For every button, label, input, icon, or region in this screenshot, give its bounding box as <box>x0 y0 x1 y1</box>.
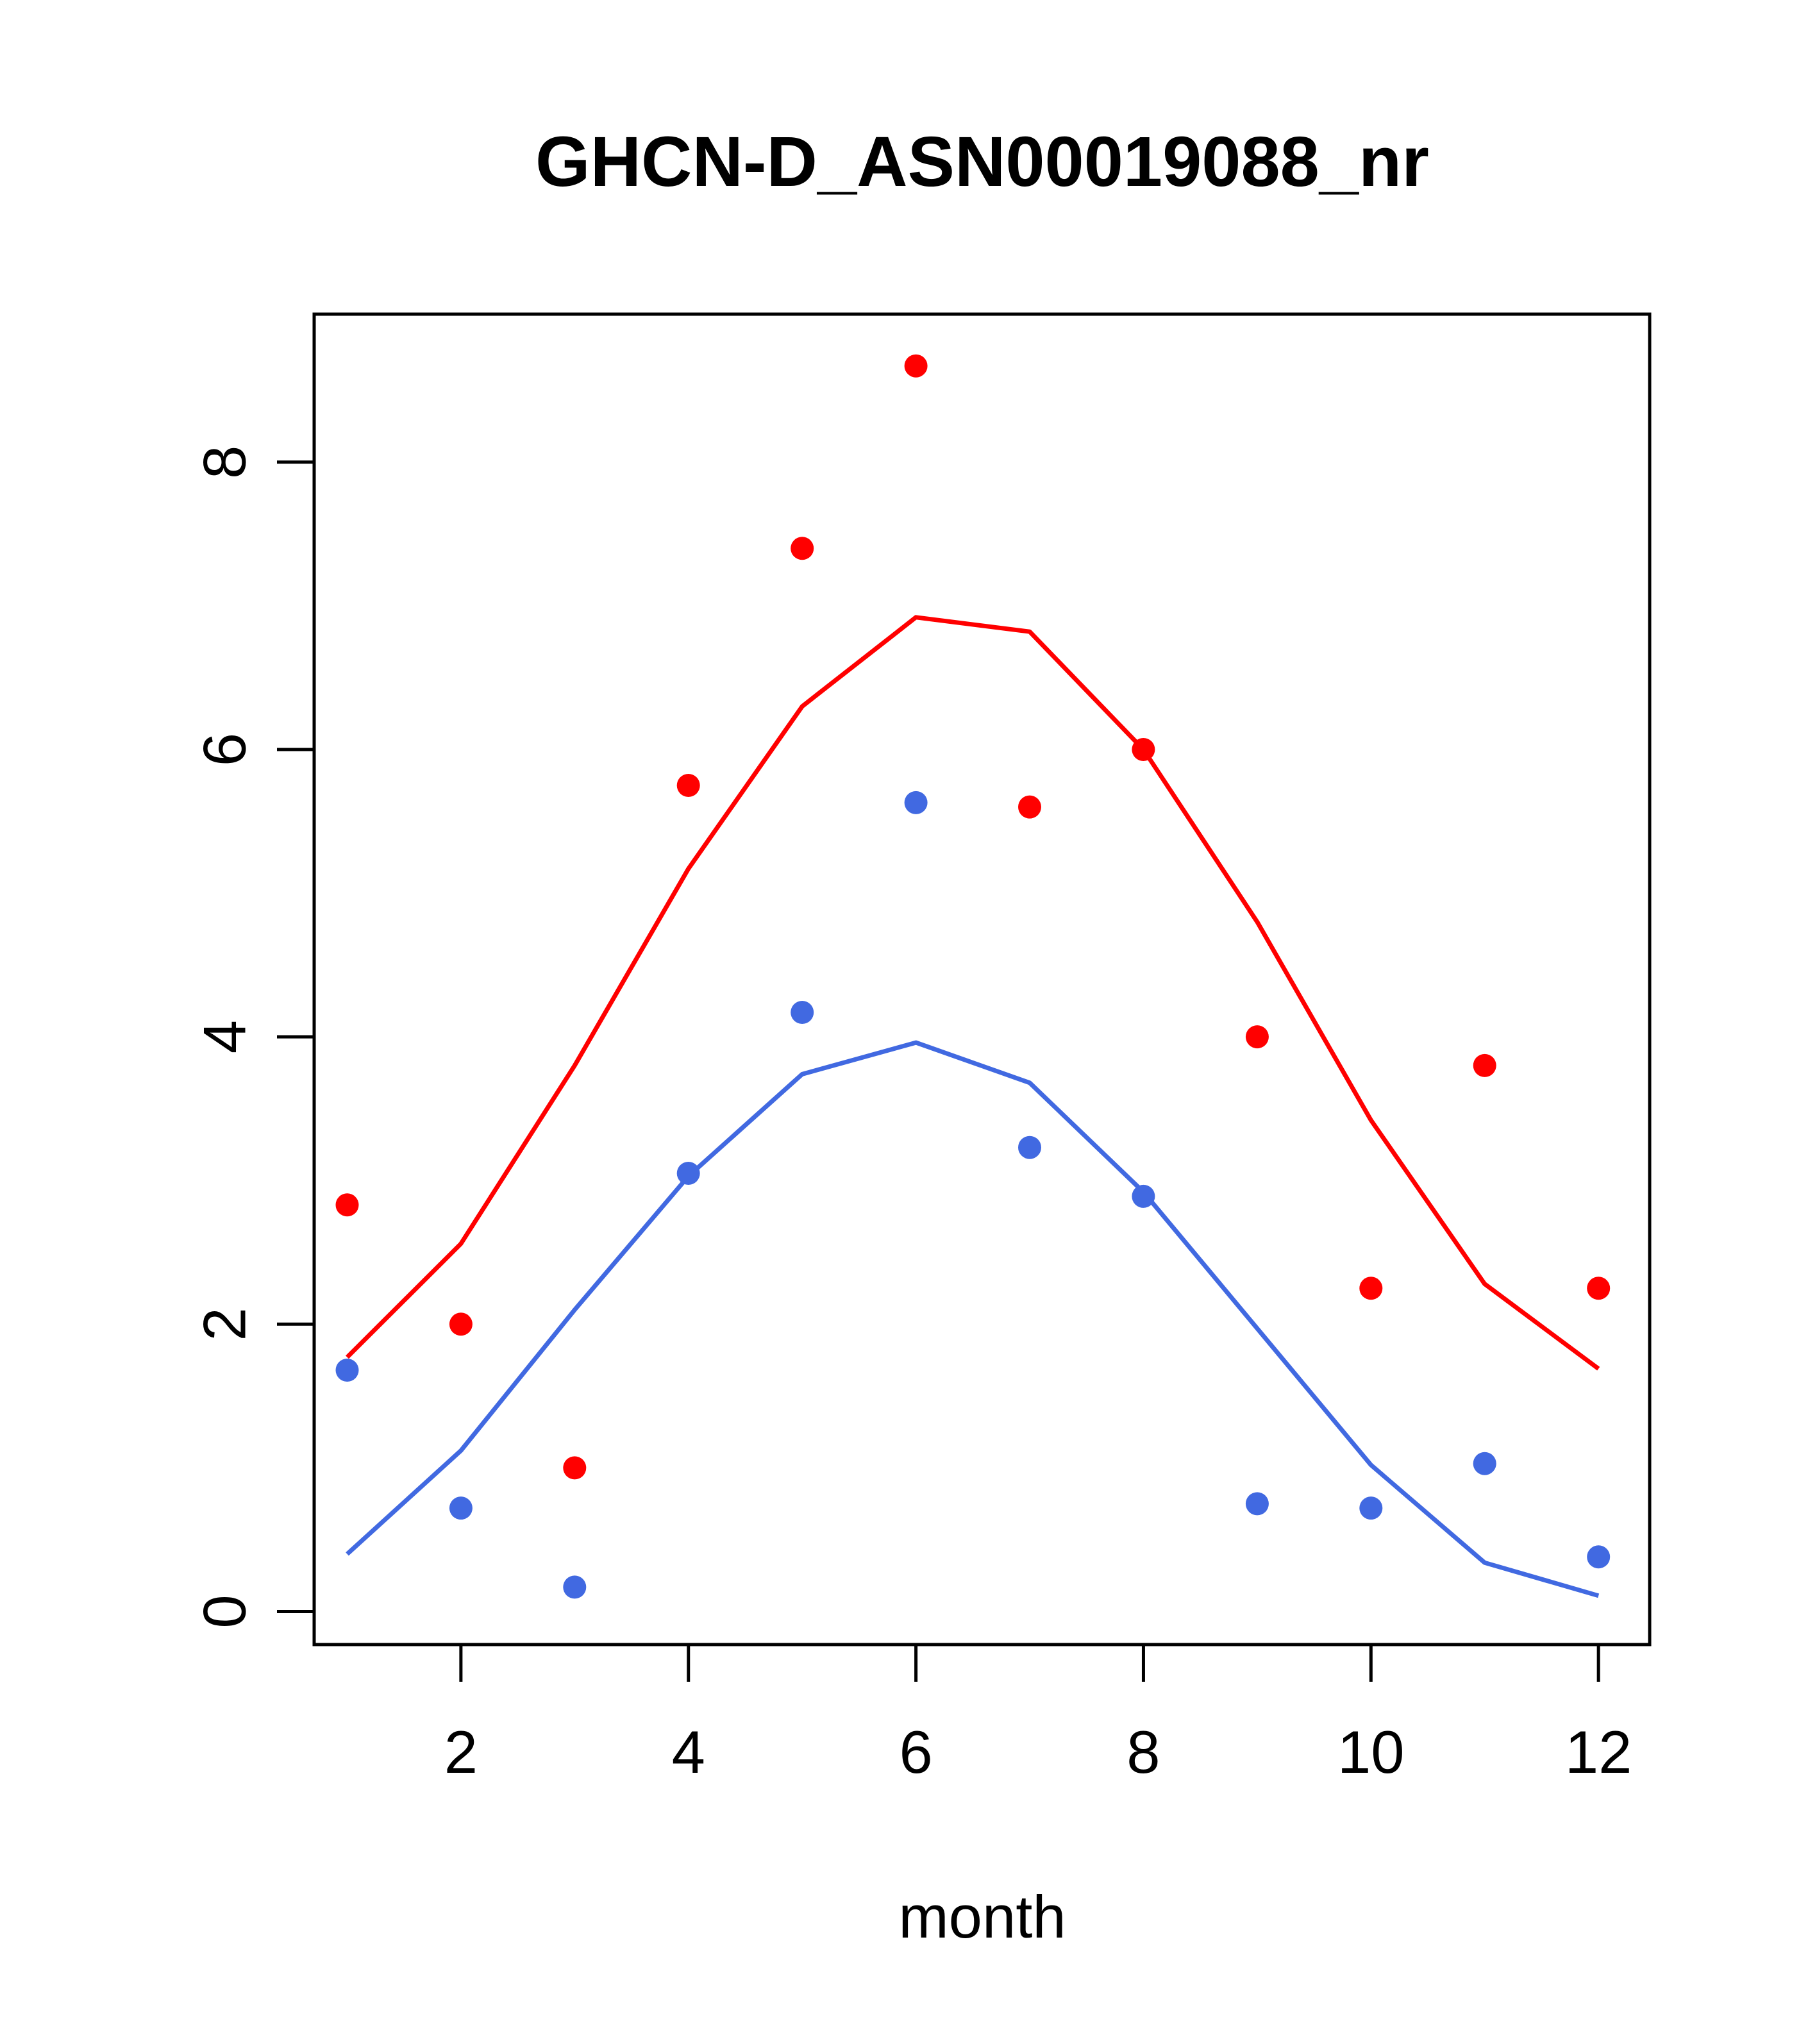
series-2-point-5 <box>791 1001 814 1024</box>
series-1-fit-line <box>346 615 1600 1371</box>
series-2-point-11 <box>1473 1452 1496 1475</box>
x-tick-label-12: 12 <box>1565 1718 1632 1786</box>
x-tick-label-4: 4 <box>672 1718 705 1786</box>
series-2-point-9 <box>1245 1492 1269 1516</box>
series-1-point-8 <box>1132 738 1155 761</box>
series-2-fit-line <box>346 1040 1600 1598</box>
series-1-point-1 <box>335 1193 359 1217</box>
series-1-point-6 <box>904 354 928 378</box>
chart-title: GHCN-D_ASN00019088_nr <box>535 122 1429 201</box>
y-tick-label-6: 6 <box>190 733 258 766</box>
series-1-point-9 <box>1245 1025 1269 1049</box>
series-2-point-2 <box>449 1496 473 1520</box>
x-tick-label-2: 2 <box>444 1718 478 1786</box>
series-1-point-12 <box>1587 1277 1611 1300</box>
x-tick-label-6: 6 <box>899 1718 932 1786</box>
series-1-point-10 <box>1359 1277 1383 1300</box>
x-tick-label-10: 10 <box>1337 1718 1405 1786</box>
x-axis-label: month <box>898 1883 1066 1950</box>
x-tick-label-8: 8 <box>1126 1718 1160 1786</box>
series-2-point-12 <box>1587 1545 1611 1569</box>
series-2-point-6 <box>904 791 928 814</box>
series-1-point-11 <box>1473 1053 1496 1077</box>
series-1-point-7 <box>1018 795 1041 819</box>
y-tick-label-8: 8 <box>191 446 258 479</box>
y-tick-label-2: 2 <box>190 1307 258 1341</box>
y-axis: 0 2 4 6 8 <box>190 446 314 1629</box>
series-2-point-10 <box>1359 1496 1383 1520</box>
series-2-point-8 <box>1132 1184 1155 1208</box>
y-tick-label-4: 4 <box>191 1020 258 1053</box>
y-tick-label-0: 0 <box>190 1595 258 1628</box>
series-1-point-5 <box>791 537 814 560</box>
series-2-point-4 <box>676 1162 700 1185</box>
series-1-point-2 <box>449 1312 473 1336</box>
series-1-point-4 <box>676 774 700 797</box>
plot-area <box>335 354 1611 1599</box>
series-2-point-1 <box>335 1359 359 1382</box>
series-1-point-3 <box>563 1456 587 1480</box>
x-axis: 2 4 6 8 10 12 <box>444 1645 1632 1786</box>
plot-frame <box>312 312 1652 1646</box>
series-2-point-7 <box>1018 1135 1041 1159</box>
series-2-point-3 <box>563 1575 587 1599</box>
